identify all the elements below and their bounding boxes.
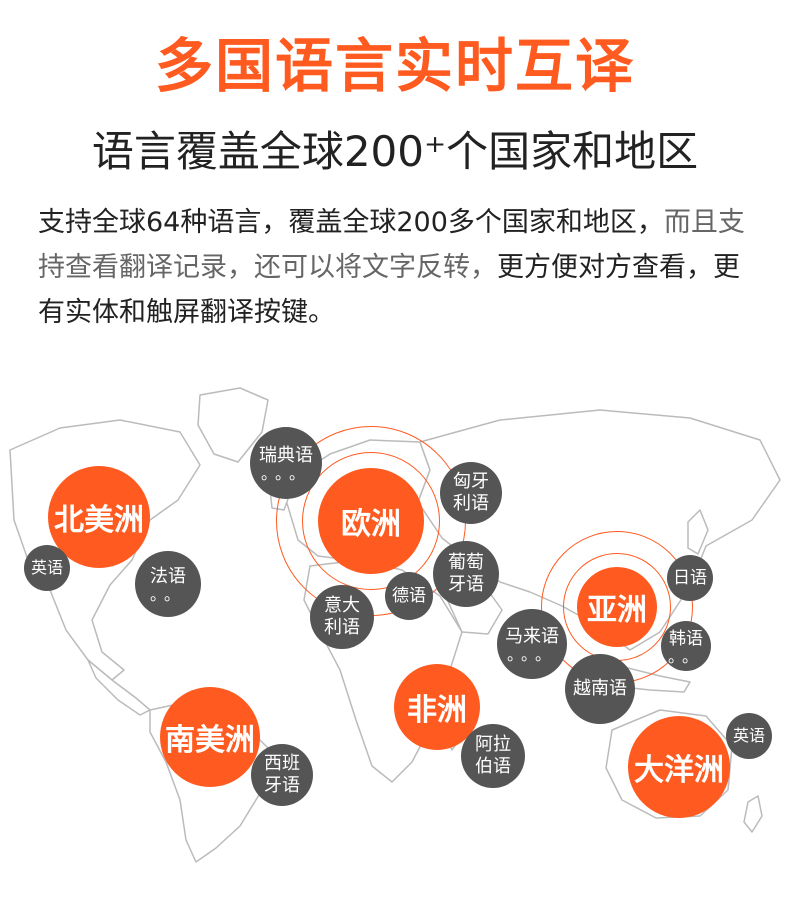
region-north-america-label: 北美洲	[54, 503, 144, 538]
lang-malay-dots: 。。。	[506, 645, 557, 664]
lang-italian-line2: 利语	[324, 617, 360, 638]
lang-english-na: 英语	[24, 545, 70, 591]
lang-french: 法语 。。	[135, 551, 201, 617]
greenland-shape	[197, 387, 269, 463]
region-africa-label: 非洲	[407, 693, 467, 728]
lang-japanese-label: 日语	[673, 568, 707, 588]
lang-spanish-line1: 西班	[264, 753, 300, 774]
region-oceania-label: 大洋洲	[634, 753, 724, 788]
lang-portuguese-line1: 葡萄	[448, 552, 484, 573]
lang-hungarian-line1: 匈牙	[453, 471, 489, 492]
region-europe: 欧洲	[318, 468, 424, 574]
lang-italian: 意大 利语	[310, 585, 374, 649]
lang-arabic-line2: 伯语	[475, 756, 511, 777]
japan-shape	[687, 509, 709, 555]
description-part-1: 支持全球64种语言，覆盖全球200多个国家和地区，	[38, 207, 664, 238]
region-south-america: 南美洲	[160, 687, 260, 787]
region-asia: 亚洲	[577, 567, 657, 647]
region-oceania: 大洋洲	[628, 716, 730, 818]
region-europe-label: 欧洲	[341, 507, 401, 542]
lang-french-dots: 。。	[149, 585, 186, 604]
lang-malay: 马来语 。。。	[497, 609, 567, 679]
lang-vietnamese-label: 越南语	[573, 678, 627, 699]
region-south-america-label: 南美洲	[165, 723, 255, 758]
lang-malay-label: 马来语	[505, 626, 559, 647]
new-zealand-shape	[743, 795, 763, 833]
lang-vietnamese: 越南语	[565, 654, 635, 724]
lang-english-oc: 英语	[726, 713, 772, 759]
lang-italian-line1: 意大	[324, 595, 360, 616]
lang-korean: 韩语 。。	[661, 621, 711, 671]
lang-portuguese-line2: 牙语	[448, 574, 484, 595]
page-subtitle: 语言覆盖全球200⁺个国家和地区	[91, 127, 699, 176]
region-asia-label: 亚洲	[587, 593, 647, 628]
region-africa: 非洲	[394, 664, 480, 750]
lang-arabic-line1: 阿拉	[475, 734, 511, 755]
lang-arabic: 阿拉 伯语	[461, 724, 525, 788]
description-part-2: 而且支持查看翻译记录，	[38, 207, 745, 283]
page-title: 多国语言实时互译	[154, 32, 635, 100]
lang-swedish: 瑞典语 。。。	[250, 427, 322, 499]
lang-spanish: 西班 牙语	[251, 744, 313, 806]
lang-french-label: 法语	[150, 566, 186, 587]
description-part-3: 还可以将文字反转，	[254, 252, 497, 283]
lang-english-oc-label: 英语	[732, 726, 765, 745]
description-part-4: 更方便对方查看，更有实体和触屏翻译按键。	[38, 252, 740, 328]
lang-swedish-label: 瑞典语	[259, 445, 313, 466]
lang-korean-dots: 。。	[667, 647, 704, 666]
lang-japanese: 日语	[667, 555, 713, 601]
lang-english-na-label: 英语	[30, 558, 63, 577]
lang-german: 德语	[385, 572, 433, 620]
lang-hungarian-line2: 利语	[453, 493, 489, 514]
lang-portuguese: 葡萄 牙语	[433, 541, 499, 607]
lang-swedish-dots: 。。。	[260, 464, 311, 483]
lang-spanish-line2: 牙语	[264, 775, 300, 796]
region-north-america: 北美洲	[48, 466, 150, 568]
lang-korean-label: 韩语	[669, 629, 703, 649]
lang-german-label: 德语	[392, 586, 426, 606]
europe-inner-ring	[302, 452, 440, 590]
description: 支持全球64种语言，覆盖全球200多个国家和地区，而且支持查看翻译记录，还可以将…	[38, 200, 758, 335]
central-america-shape	[87, 659, 151, 716]
lang-hungarian: 匈牙 利语	[440, 462, 502, 524]
